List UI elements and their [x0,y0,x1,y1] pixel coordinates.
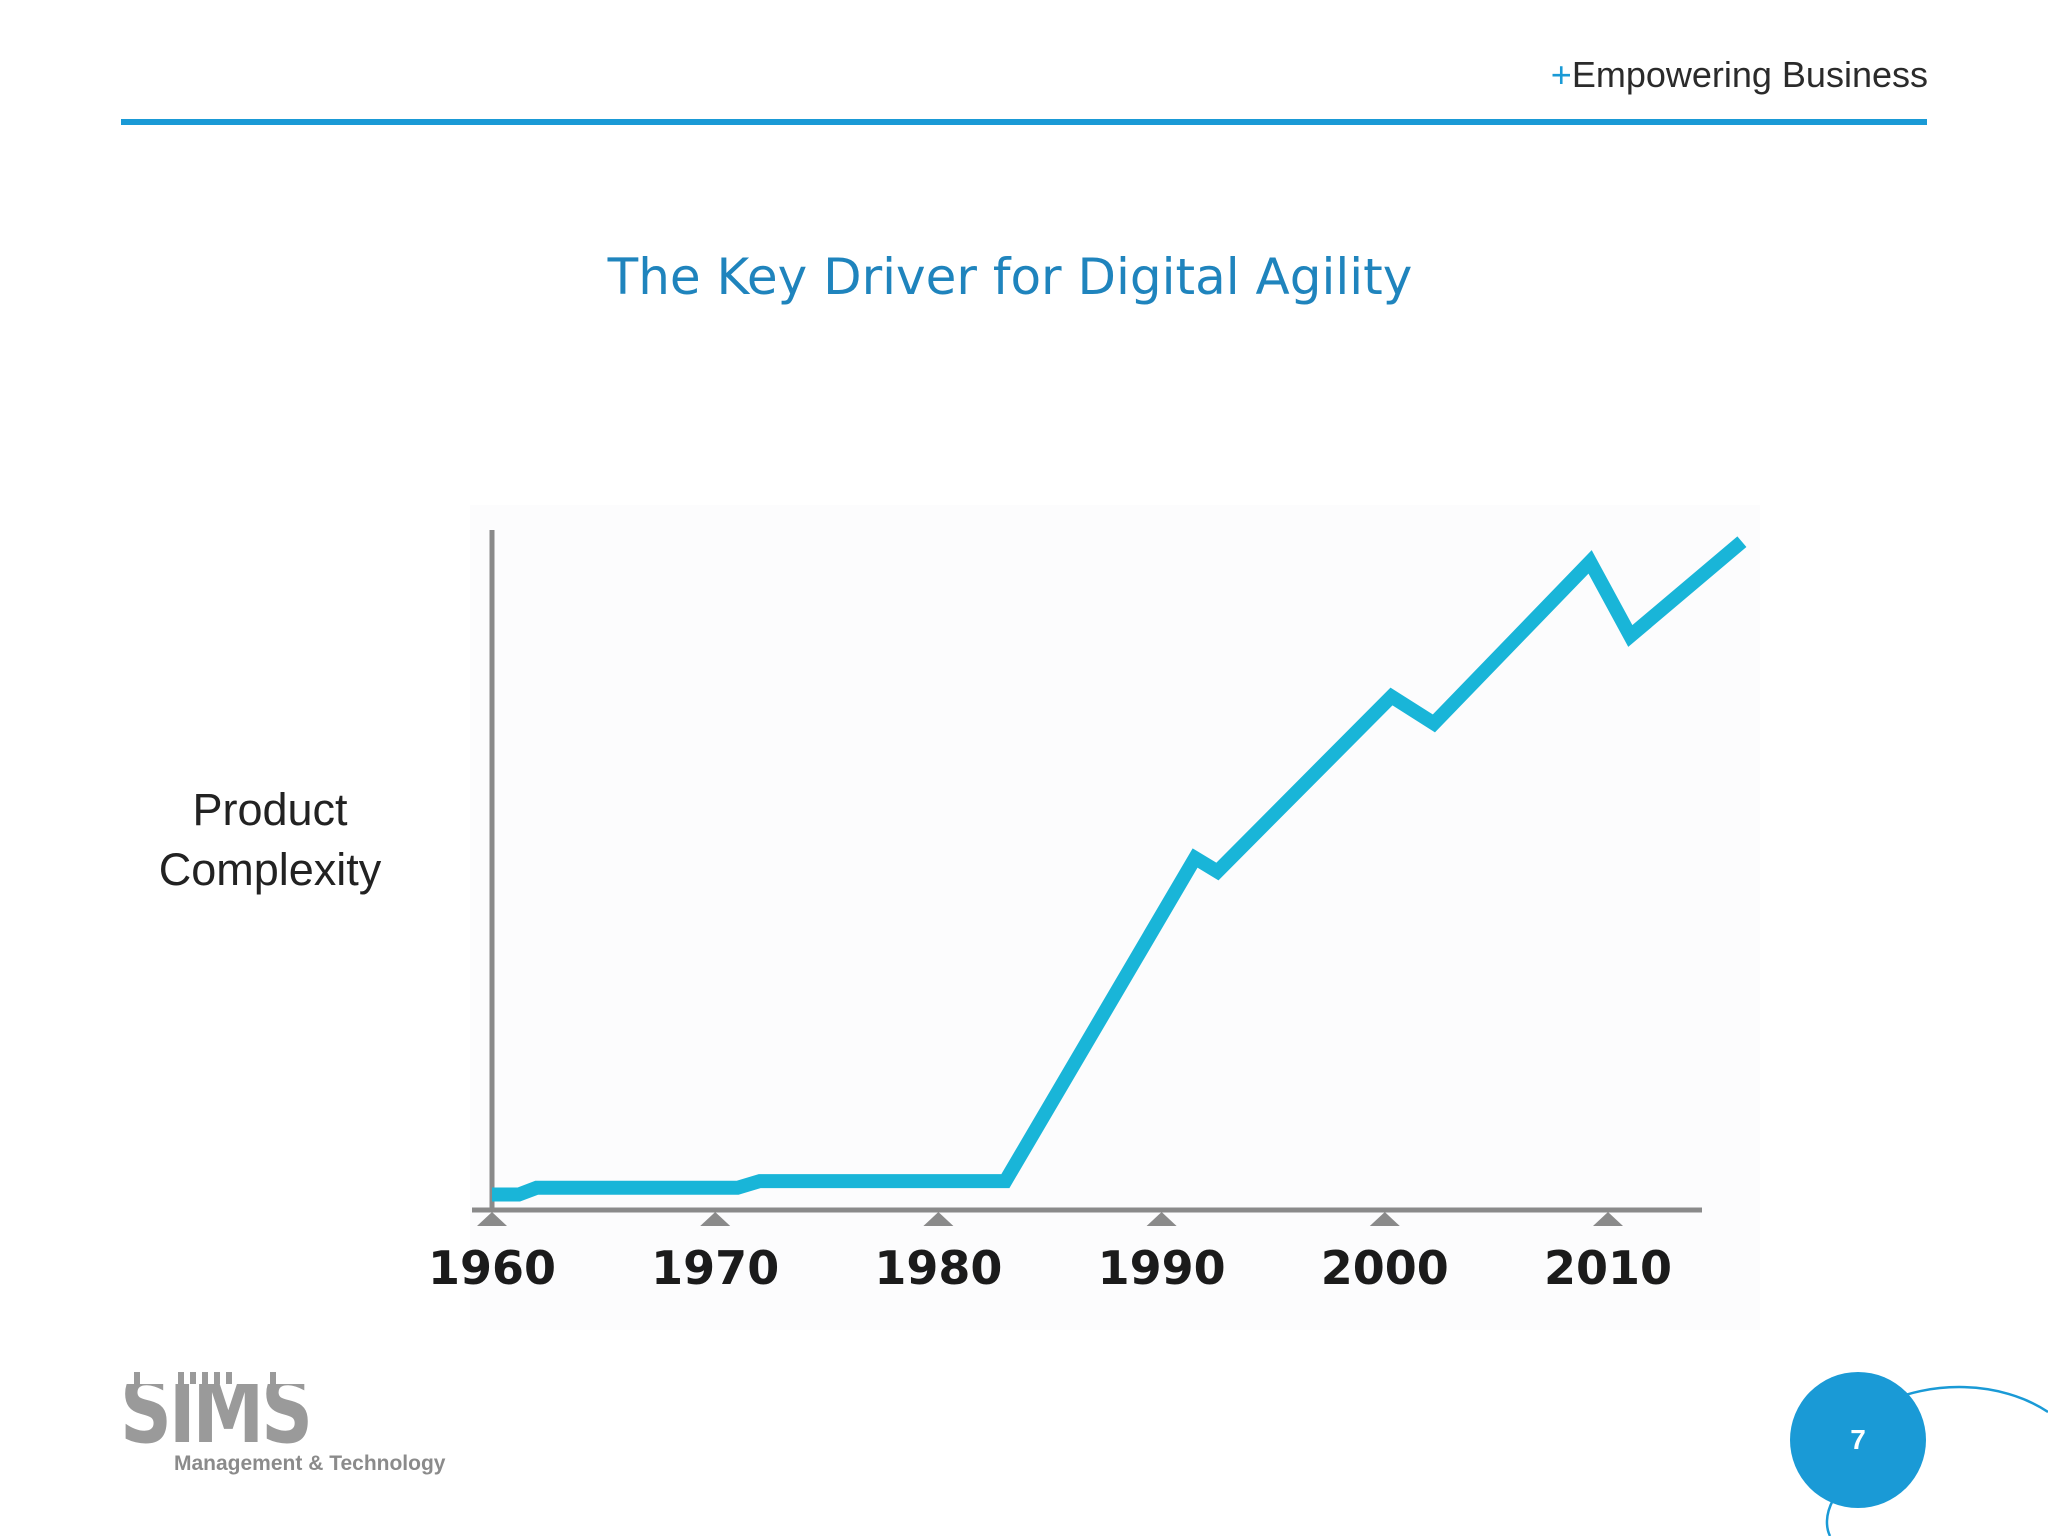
page-number: 7 [1850,1424,1866,1455]
slide-title: The Key Driver for Digital Agility [607,248,1413,306]
x-tick-label-1970: 1970 [651,1241,779,1295]
header-rule [121,119,1927,125]
series-line [492,536,1747,1202]
x-tick-label-2000: 2000 [1321,1241,1449,1295]
x-tick-label-1990: 1990 [1098,1241,1226,1295]
x-tick-marker-1980 [923,1212,954,1226]
x-tick-label-2010: 2010 [1544,1241,1672,1295]
y-axis-label: Product Complexity [158,784,382,895]
page-number-badge: 7 [1790,1372,1926,1508]
logo-subtitle: Management & Technology [174,1452,446,1475]
x-tick-marker-2010 [1593,1212,1623,1226]
x-tick-marker-1960 [477,1212,507,1226]
x-tick-marker-2000 [1369,1212,1400,1226]
tagline-plus: + [1550,54,1572,95]
x-tick-label-1960: 1960 [428,1241,556,1295]
x-tick-marker-1990 [1146,1212,1177,1226]
tagline-text: Empowering Business [1571,54,1928,95]
header-tagline: +Empowering Business [1551,54,1928,96]
sims-logo: SIMS [120,1370,320,1450]
x-tick-marker-1970 [700,1212,731,1226]
x-tick-label-1980: 1980 [874,1241,1002,1295]
